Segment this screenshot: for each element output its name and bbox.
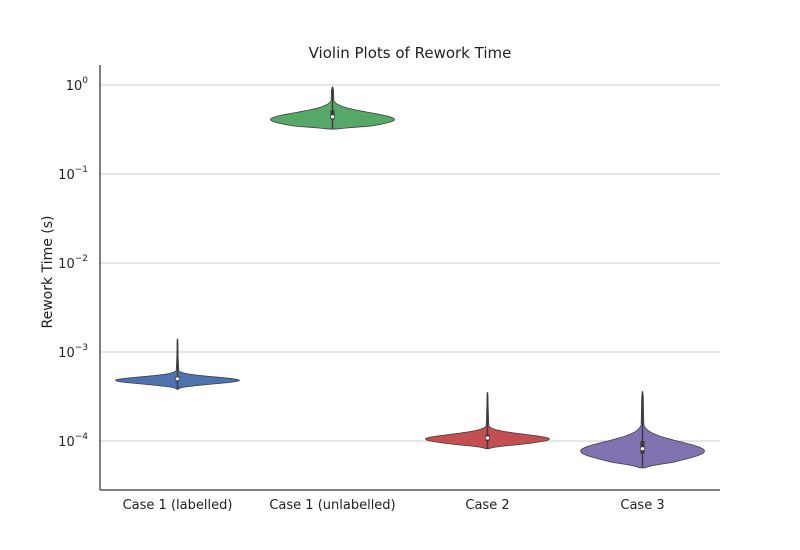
x-tick-label: Case 1 (labelled): [123, 498, 233, 513]
y-tick-label: 10−2: [58, 254, 88, 272]
grid-lines: [100, 84, 720, 442]
violins: [115, 86, 705, 469]
violin-median: [175, 377, 180, 381]
y-tick-label: 100: [66, 76, 89, 94]
x-tick-label: Case 1 (unlabelled): [269, 498, 395, 513]
y-axis-label: Rework Time (s): [40, 216, 56, 329]
violin-median: [640, 447, 645, 451]
x-tick-label: Case 2: [465, 498, 509, 513]
violin-group: [115, 338, 240, 390]
chart-title: Violin Plots of Rework Time: [309, 44, 512, 62]
y-tick-label: 10−4: [58, 432, 88, 450]
violin-median: [330, 115, 335, 119]
y-tick-label: 10−3: [58, 343, 88, 361]
axes: [99, 65, 720, 491]
x-tick-label: Case 3: [620, 498, 664, 513]
y-tick-labels: 100 10−1 10−2 10−3 10−4: [58, 76, 88, 450]
violin-median: [485, 436, 490, 440]
y-tick-label: 10−1: [58, 165, 88, 183]
violin-group: [270, 86, 395, 130]
violin-group: [580, 391, 705, 469]
x-tick-labels: Case 1 (labelled) Case 1 (unlabelled) Case…: [123, 498, 665, 513]
violin-group: [425, 392, 550, 450]
